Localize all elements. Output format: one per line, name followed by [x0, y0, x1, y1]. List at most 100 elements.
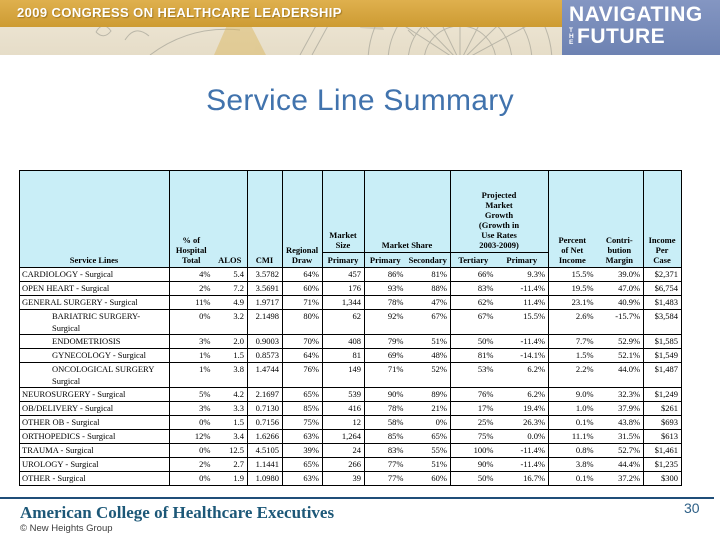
value-cell: 60%: [282, 281, 323, 296]
value-cell: 1.5: [213, 348, 248, 363]
service-line-name: OB/DELIVERY - Surgical: [19, 401, 170, 416]
value-cell: 86%: [364, 267, 407, 282]
value-cell: 1%: [169, 362, 214, 388]
value-cell: 1.5%: [548, 348, 597, 363]
logo-the: THE: [569, 27, 574, 46]
value-cell: 16.7%: [496, 471, 550, 486]
table-row: ENDOMETRIOSIS 3% 2.0 0.9003 70% 408 79% 51% 50% -…: [19, 334, 683, 349]
value-cell: $693: [643, 415, 683, 430]
service-line-name: UROLOGY - Surgical: [19, 457, 170, 472]
value-cell: -11.4%: [496, 334, 550, 349]
value-cell: 39%: [282, 443, 323, 458]
value-cell: 47%: [406, 295, 452, 310]
value-cell: 62: [322, 309, 365, 335]
value-cell: 70%: [282, 334, 323, 349]
value-cell: 408: [322, 334, 365, 349]
value-cell: 4.9: [213, 295, 248, 310]
value-cell: 24: [322, 443, 365, 458]
table-row: ORTHOPEDICS - Surgical 12% 3.4 1.6266 63% 1,2…: [19, 429, 683, 444]
service-line-name: ONCOLOGICAL SURGERY Surgical: [19, 362, 170, 388]
value-cell: 92%: [364, 309, 407, 335]
value-cell: -15.7%: [596, 309, 645, 335]
value-cell: 2.7: [213, 457, 248, 472]
value-cell: 81%: [450, 348, 497, 363]
table-row: CARDIOLOGY - Surgical 4% 5.4 3.5782 64% 457 86…: [19, 267, 683, 282]
group-header-market-size: Market Size: [322, 170, 365, 253]
value-cell: 2%: [169, 281, 214, 296]
value-cell: 3.5691: [247, 281, 283, 296]
value-cell: 52%: [406, 362, 452, 388]
service-line-name: OTHER - Surgical: [19, 471, 170, 486]
value-cell: 0.9003: [247, 334, 283, 349]
value-cell: 0.1%: [548, 471, 597, 486]
group-header-projected-growth: Projected Market Growth (Growth in Use R…: [450, 170, 550, 253]
value-cell: 31.5%: [596, 429, 645, 444]
value-cell: 78%: [364, 295, 407, 310]
value-cell: 88%: [406, 281, 452, 296]
value-cell: 2.2%: [548, 362, 597, 388]
col-header-pct-hospital-total: % of Hospital Total: [169, 170, 214, 268]
col-header-regional-draw: Regional Draw: [282, 170, 323, 268]
navigating-future-logo: NAVIGATING THE FUTURE: [562, 0, 720, 55]
value-cell: -14.1%: [496, 348, 550, 363]
value-cell: 4.2: [213, 387, 248, 402]
group-header-market-share: Market Share: [363, 170, 452, 253]
col-header-income-per-case: Income Per Case: [643, 170, 683, 268]
value-cell: -11.4%: [496, 281, 550, 296]
logo-line-navigating: NAVIGATING: [569, 3, 703, 26]
value-cell: 77%: [364, 457, 407, 472]
value-cell: 15.5%: [548, 267, 597, 282]
col-header-service-lines: Service Lines: [19, 170, 170, 268]
table-row: ONCOLOGICAL SURGERY Surgical 1% 3.8 1.4744 7…: [19, 362, 683, 388]
value-cell: 3%: [169, 401, 214, 416]
value-cell: 3%: [169, 334, 214, 349]
value-cell: 51%: [406, 334, 452, 349]
value-cell: 7.7%: [548, 334, 597, 349]
value-cell: 52.1%: [596, 348, 645, 363]
service-line-name: GENERAL SURGERY - Surgical: [19, 295, 170, 310]
value-cell: 43.8%: [596, 415, 645, 430]
value-cell: 100%: [450, 443, 497, 458]
value-cell: 85%: [364, 429, 407, 444]
value-cell: 2.1498: [247, 309, 283, 335]
sub-header-share-tertiary: Tertiary: [450, 252, 497, 268]
table-row: NEUROSURGERY - Surgical 5% 4.2 2.1697 65% 539…: [19, 387, 683, 402]
value-cell: 81: [322, 348, 365, 363]
value-cell: 79%: [364, 334, 407, 349]
value-cell: 5%: [169, 387, 214, 402]
value-cell: $1,487: [643, 362, 683, 388]
value-cell: 1%: [169, 348, 214, 363]
table-row: GENERAL SURGERY - Surgical 11% 4.9 1.9717 71…: [19, 295, 683, 310]
value-cell: 85%: [282, 401, 323, 416]
value-cell: 89%: [406, 387, 452, 402]
value-cell: 2.1697: [247, 387, 283, 402]
value-cell: 63%: [282, 471, 323, 486]
value-cell: 39: [322, 471, 365, 486]
value-cell: 50%: [450, 471, 497, 486]
value-cell: 5.4: [213, 267, 248, 282]
value-cell: 67%: [406, 309, 452, 335]
value-cell: 11%: [169, 295, 214, 310]
top-banner: 2009 CONGRESS ON HEALTHCARE LEADERSHIP N…: [0, 0, 720, 55]
table-row: UROLOGY - Surgical 2% 2.7 1.1441 65% 266 77% 51…: [19, 457, 683, 472]
value-cell: 40.9%: [596, 295, 645, 310]
service-line-table: Service Lines % of Hospital Total ALOS C…: [19, 170, 683, 486]
value-cell: 44.0%: [596, 362, 645, 388]
value-cell: 2.6%: [548, 309, 597, 335]
service-line-name: OPEN HEART - Surgical: [19, 281, 170, 296]
value-cell: 3.8%: [548, 457, 597, 472]
value-cell: 6.2%: [496, 387, 550, 402]
table-row: GYNECOLOGY - Surgical 1% 1.5 0.8573 64% 81 69%…: [19, 348, 683, 363]
value-cell: $1,249: [643, 387, 683, 402]
value-cell: 76%: [282, 362, 323, 388]
value-cell: 52.9%: [596, 334, 645, 349]
value-cell: 1.9717: [247, 295, 283, 310]
value-cell: 93%: [364, 281, 407, 296]
value-cell: 2.0: [213, 334, 248, 349]
sub-header-share-primary: Primary: [364, 252, 407, 268]
value-cell: 17%: [450, 401, 497, 416]
value-cell: 71%: [364, 362, 407, 388]
value-cell: 0.7156: [247, 415, 283, 430]
value-cell: 9.0%: [548, 387, 597, 402]
